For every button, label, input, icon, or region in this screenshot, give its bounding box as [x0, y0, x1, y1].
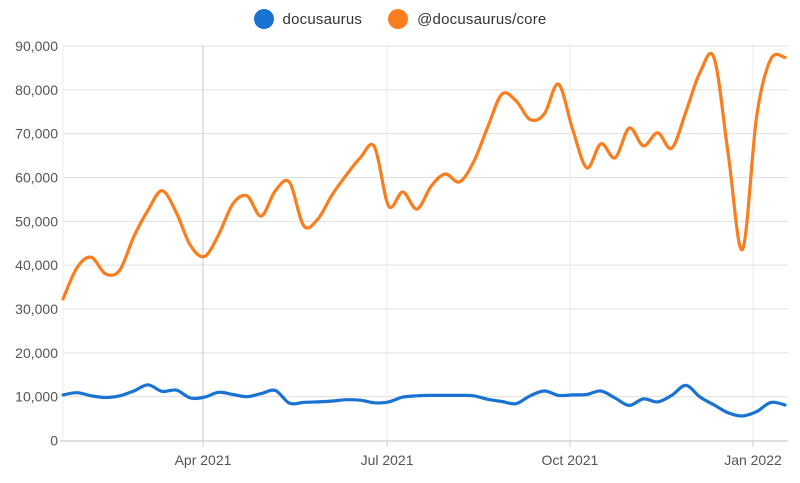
y-tick-label: 20,000 — [15, 345, 58, 361]
y-tick-label: 50,000 — [15, 213, 58, 229]
x-tick-label: Jul 2021 — [361, 452, 414, 468]
x-tick-label: Apr 2021 — [175, 452, 232, 468]
legend-item-docusaurus[interactable]: docusaurus — [253, 9, 363, 29]
y-tick-label: 10,000 — [15, 389, 58, 405]
y-tick-label: 70,000 — [15, 126, 58, 142]
y-tick-label: 60,000 — [15, 170, 58, 186]
legend-dot-docusaurus-core-icon — [388, 9, 409, 29]
series-line-docusaurus[interactable] — [61, 383, 787, 418]
y-tick-label: 40,000 — [15, 257, 58, 273]
y-tick-label: 0 — [50, 433, 58, 449]
x-tick-label: Oct 2021 — [542, 452, 599, 468]
legend-label-docusaurus: docusaurus — [282, 10, 363, 28]
legend-dot-docusaurus-icon — [253, 9, 274, 29]
y-tick-label: 80,000 — [15, 82, 58, 98]
y-tick-label: 90,000 — [15, 38, 58, 54]
chart-legend: docusaurus @docusaurus/core — [0, 8, 800, 30]
legend-label-docusaurus-core: @docusaurus/core — [417, 10, 547, 28]
y-tick-label: 30,000 — [15, 301, 58, 317]
legend-item-docusaurus-core[interactable]: @docusaurus/core — [388, 9, 546, 29]
series-line-docusaurus-core[interactable] — [61, 51, 787, 301]
x-tick-label: Jan 2022 — [724, 452, 782, 468]
